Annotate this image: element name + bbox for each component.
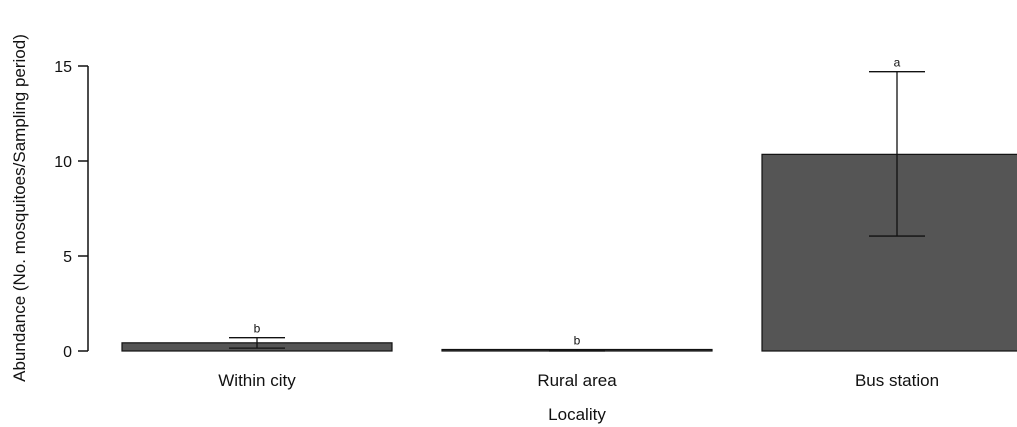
significance-label: a [894, 56, 901, 70]
significance-label: b [254, 322, 261, 336]
x-tick-label: Rural area [537, 371, 617, 390]
y-tick-label: 15 [54, 59, 72, 76]
x-tick-labels-group: Within city Rural area Bus station [218, 371, 939, 390]
y-tick-label: 10 [54, 154, 72, 171]
y-tick-label: 0 [63, 344, 72, 361]
x-tick-label: Within city [218, 371, 296, 390]
bar [761, 153, 1017, 352]
y-tick-label: 5 [63, 249, 72, 266]
significance-label: b [574, 334, 581, 348]
x-axis-title: Locality [548, 405, 606, 424]
y-axis-title: Abundance (No. mosquitoes/Sampling perio… [10, 34, 29, 382]
significance-labels-group: b b a [254, 56, 901, 348]
x-tick-label: Bus station [855, 371, 939, 390]
error-bars-group [229, 71, 925, 352]
y-axis: 0 5 10 15 [54, 59, 89, 361]
